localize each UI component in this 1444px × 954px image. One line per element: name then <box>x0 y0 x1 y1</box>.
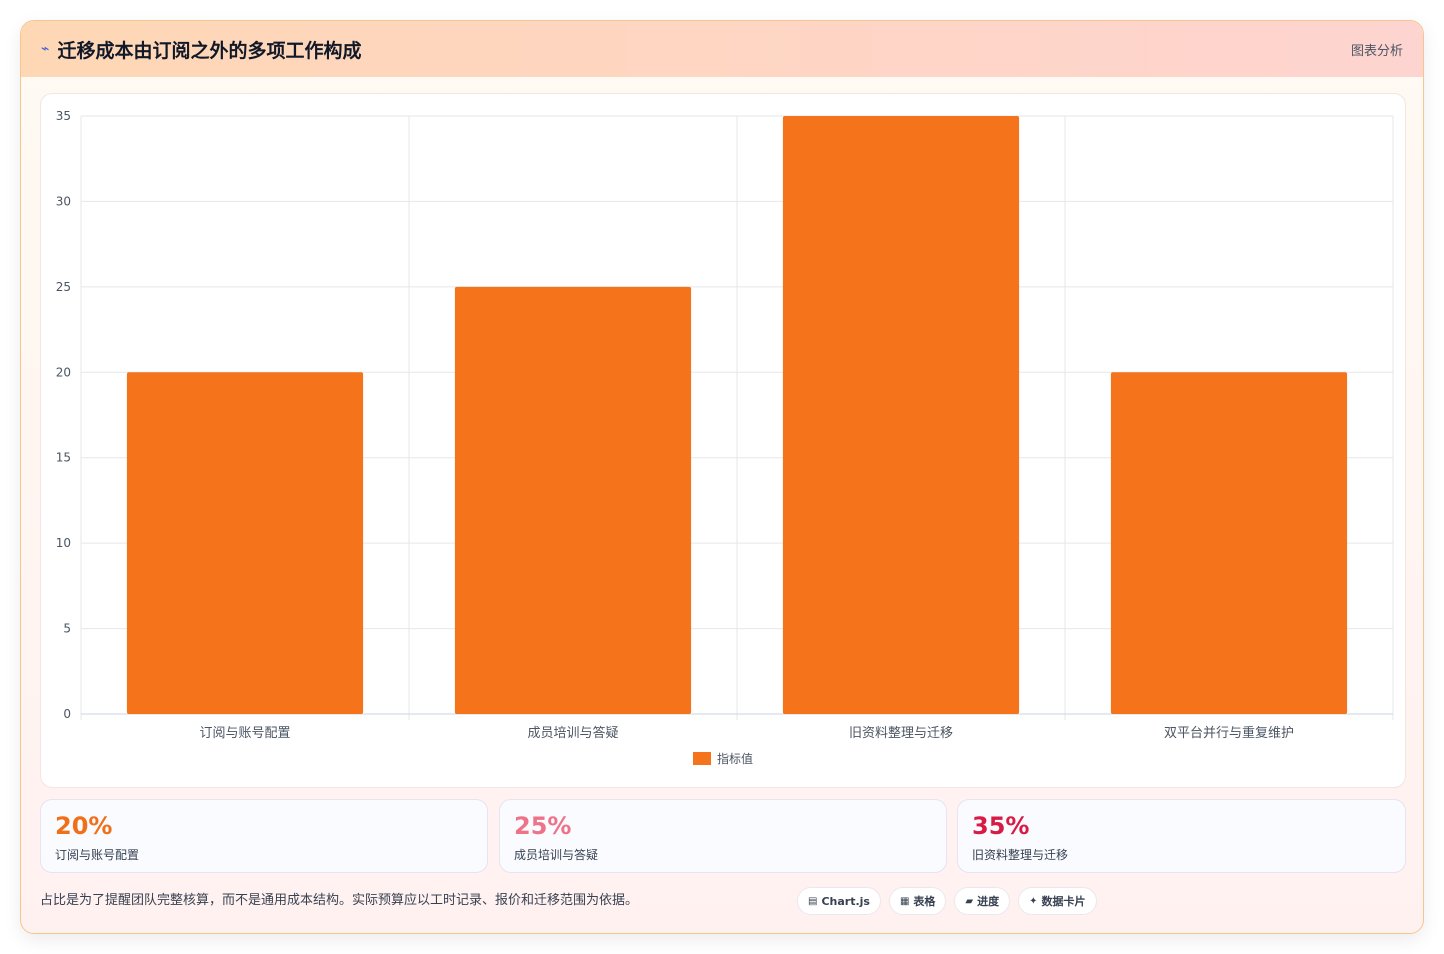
y-tick-label: 15 <box>56 451 71 465</box>
y-tick-label: 0 <box>63 707 71 721</box>
card-header: ⌁ 迁移成本由订阅之外的多项工作构成 图表分析 <box>21 21 1423 77</box>
y-tick-label: 20 <box>56 365 71 379</box>
chip-progress[interactable]: ▰ 进度 <box>954 887 1011 915</box>
y-tick-label: 30 <box>56 194 71 208</box>
bar <box>782 116 1020 714</box>
chip-label: 进度 <box>977 895 1000 908</box>
chart-card: ⌁ 迁移成本由订阅之外的多项工作构成 图表分析 0 5 10 15 20 25 30 35 订阅… <box>20 20 1424 934</box>
stat-value: 20% <box>55 812 113 840</box>
chip-data-card[interactable]: ✦ 数据卡片 <box>1018 887 1097 915</box>
stat-card-1: 20% 订阅与账号配置 <box>40 799 488 873</box>
chip-label: 数据卡片 <box>1041 895 1086 908</box>
y-tick-label: 35 <box>56 109 71 123</box>
legend-label: 指标值 <box>717 751 753 766</box>
y-tick-label: 5 <box>63 622 71 636</box>
x-tick-label: 订阅与账号配置 <box>199 726 290 741</box>
stat-label: 成员培训与答疑 <box>514 848 599 862</box>
stat-cards: 20% 订阅与账号配置 25% 成员培训与答疑 35% 旧资料整理与迁移 <box>40 799 1406 873</box>
bar-chart: 0 5 10 15 20 25 30 35 订阅与账号配置 成员培训与答疑 旧资料整理与迁移 双平台并… <box>56 109 1394 766</box>
stat-value: 35% <box>972 812 1030 840</box>
x-tick-label: 成员培训与答疑 <box>527 725 618 741</box>
bar <box>126 372 364 714</box>
x-tick-label: 双平台并行与重复维护 <box>1164 725 1294 741</box>
chart-icon: ▤ <box>808 895 818 907</box>
chip-label: Chart.js <box>821 894 870 908</box>
y-tick-label: 25 <box>56 280 71 294</box>
y-tick-label: 10 <box>56 536 71 550</box>
bar <box>454 286 692 714</box>
stat-card-2: 25% 成员培训与答疑 <box>499 799 947 873</box>
x-tick-label: 旧资料整理与迁移 <box>849 726 953 741</box>
legend-swatch <box>693 752 711 765</box>
chip-chartjs[interactable]: ▤ Chart.js <box>797 887 881 915</box>
chip-label: 表格 <box>913 895 936 908</box>
sparkle-icon: ✦ <box>1029 895 1038 907</box>
feature-chips: ▤ Chart.js ▦ 表格 ▰ 进度 ✦ 数据卡片 <box>797 887 1097 915</box>
stat-card-3: 35% 旧资料整理与迁移 <box>957 799 1406 873</box>
stat-label: 订阅与账号配置 <box>55 848 140 862</box>
stat-label: 旧资料整理与迁移 <box>972 848 1069 862</box>
chart-panel: 0 5 10 15 20 25 30 35 订阅与账号配置 成员培训与答疑 旧资料整理与迁移 双平台并… <box>40 93 1406 788</box>
bar <box>1110 372 1348 714</box>
chart-analysis-tag: 图表分析 <box>1350 43 1403 59</box>
chip-table[interactable]: ▦ 表格 <box>888 887 947 915</box>
progress-icon: ▰ <box>965 895 974 907</box>
card-title: 迁移成本由订阅之外的多项工作构成 <box>57 39 362 62</box>
footnote: 占比是为了提醒团队完整核算，而不是通用成本结构。实际预算应以工时记录、报价和迁移… <box>40 893 639 908</box>
table-icon: ▦ <box>899 895 910 907</box>
stat-value: 25% <box>514 812 572 840</box>
trend-icon: ⌁ <box>41 41 50 57</box>
